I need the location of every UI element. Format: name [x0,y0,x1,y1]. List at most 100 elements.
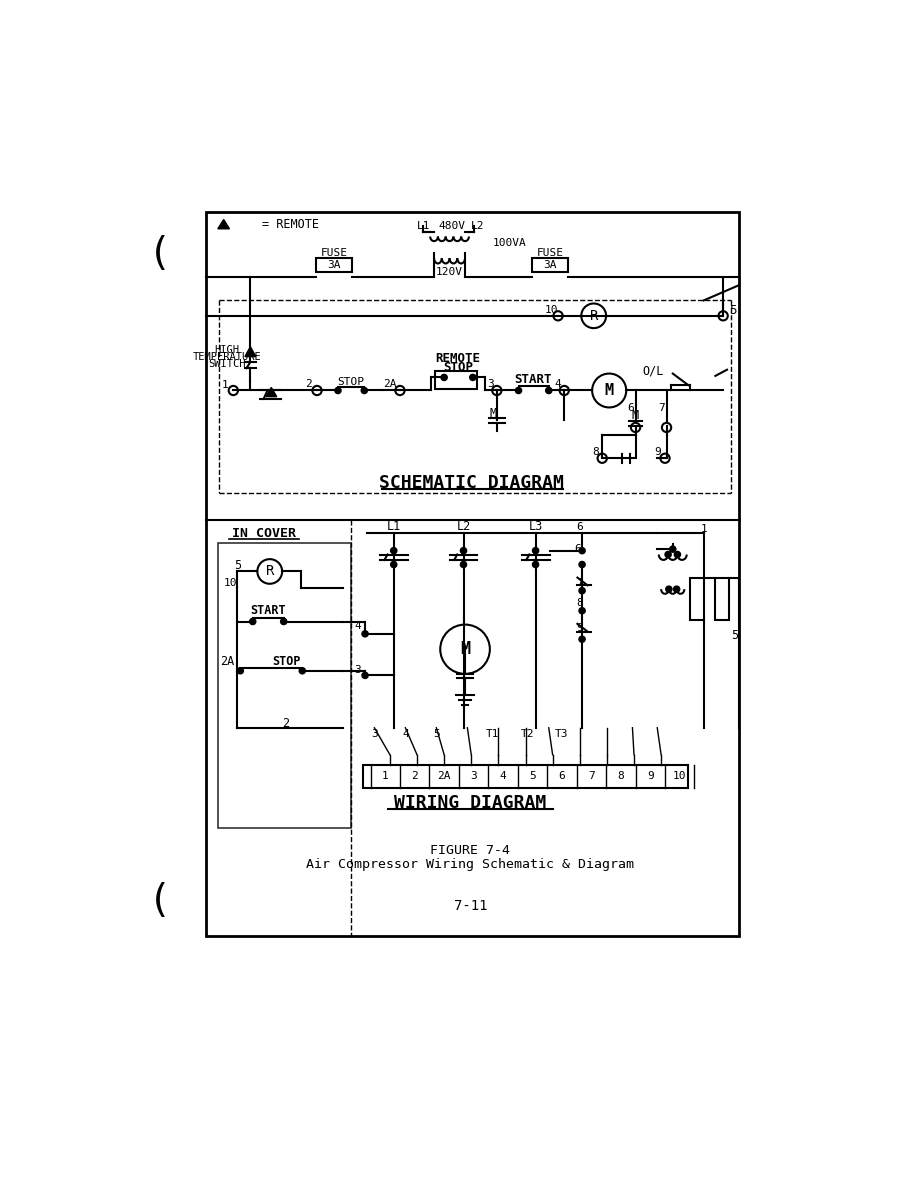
Text: 8: 8 [618,771,624,782]
Bar [207,211,739,936]
Circle shape [579,548,585,554]
Text: START: START [514,373,552,386]
Circle shape [281,619,286,625]
Text: 5: 5 [433,729,440,739]
Circle shape [492,386,501,396]
Text: 3A: 3A [328,260,341,270]
Text: 3: 3 [487,379,494,388]
Text: 1: 1 [382,771,388,782]
Text: M: M [632,409,639,422]
Circle shape [391,562,397,568]
Text: L1: L1 [386,520,401,533]
Text: 8: 8 [577,598,583,608]
Text: 9: 9 [647,771,654,782]
Text: M: M [489,407,497,421]
Text: M: M [605,383,614,398]
Text: STOP: STOP [443,361,473,374]
Text: FUSE: FUSE [537,247,564,258]
Circle shape [631,423,640,432]
Text: L3: L3 [529,520,543,533]
Text: 4: 4 [354,621,361,631]
Text: 4: 4 [499,771,507,782]
Text: L2: L2 [456,520,471,533]
Text: STOP: STOP [338,377,364,387]
Circle shape [470,374,476,380]
Text: 100VA: 100VA [493,238,527,247]
Circle shape [579,588,585,594]
Circle shape [675,551,680,557]
Circle shape [250,619,256,625]
Text: L2: L2 [471,221,484,230]
Text: TEMPERATURE: TEMPERATURE [193,353,262,362]
Text: O/L: O/L [643,365,664,378]
Text: M: M [460,640,470,658]
Circle shape [674,586,679,593]
Circle shape [299,668,306,674]
Text: 6: 6 [627,403,633,413]
Text: 7: 7 [577,579,583,588]
Circle shape [461,548,466,554]
Text: 3: 3 [470,771,477,782]
Circle shape [515,387,521,393]
Text: 7: 7 [658,403,666,413]
Text: 5: 5 [529,771,536,782]
Text: HIGH: HIGH [215,346,240,355]
Text: 4: 4 [554,379,562,388]
Circle shape [461,562,466,568]
Text: 6: 6 [577,522,583,532]
Text: 10: 10 [673,771,687,782]
Bar [218,543,351,828]
Circle shape [532,548,539,554]
Circle shape [335,387,341,393]
Circle shape [391,548,397,554]
Text: STOP: STOP [273,655,301,668]
Text: L1: L1 [417,221,430,230]
Text: 480V: 480V [439,221,465,230]
Circle shape [441,374,447,380]
Circle shape [396,386,405,396]
Circle shape [362,672,368,678]
Text: FIGURE 7-4: FIGURE 7-4 [431,845,510,858]
Text: 10: 10 [544,305,558,316]
Text: 10: 10 [223,579,237,588]
Text: REMOTE: REMOTE [435,352,481,365]
Text: 1: 1 [221,380,229,390]
Text: (: ( [148,881,172,920]
Bar [435,371,477,388]
Bar [532,258,568,272]
Circle shape [669,546,676,552]
Text: 5: 5 [732,628,738,642]
Circle shape [362,631,368,637]
Text: 2A: 2A [383,379,397,388]
Text: 120V: 120V [436,267,463,277]
Text: T3: T3 [555,729,568,739]
Text: T1: T1 [486,729,498,739]
Text: 4: 4 [402,729,409,739]
Text: SCHEMATIC DIAGRAM: SCHEMATIC DIAGRAM [379,474,564,492]
Text: 9: 9 [577,623,583,633]
Polygon shape [266,387,276,397]
Circle shape [665,551,671,557]
Circle shape [592,373,626,407]
Polygon shape [245,347,256,356]
Circle shape [312,386,321,396]
Text: START: START [251,605,286,618]
Text: 1: 1 [700,524,707,535]
Bar [363,765,688,788]
Text: 3A: 3A [543,260,557,270]
Circle shape [545,387,552,393]
Text: 6: 6 [574,544,581,554]
Circle shape [579,607,585,614]
Text: 2: 2 [305,379,312,388]
Circle shape [229,386,238,396]
Text: = REMOTE: = REMOTE [262,219,319,232]
Text: 2: 2 [282,718,289,731]
Text: IN COVER: IN COVER [231,527,296,541]
Circle shape [441,625,490,674]
Circle shape [666,586,672,593]
Circle shape [598,454,607,463]
Text: Air Compressor Wiring Schematic & Diagram: Air Compressor Wiring Schematic & Diagra… [307,858,634,871]
Circle shape [532,562,539,568]
Circle shape [257,560,282,583]
Text: 6: 6 [558,771,565,782]
